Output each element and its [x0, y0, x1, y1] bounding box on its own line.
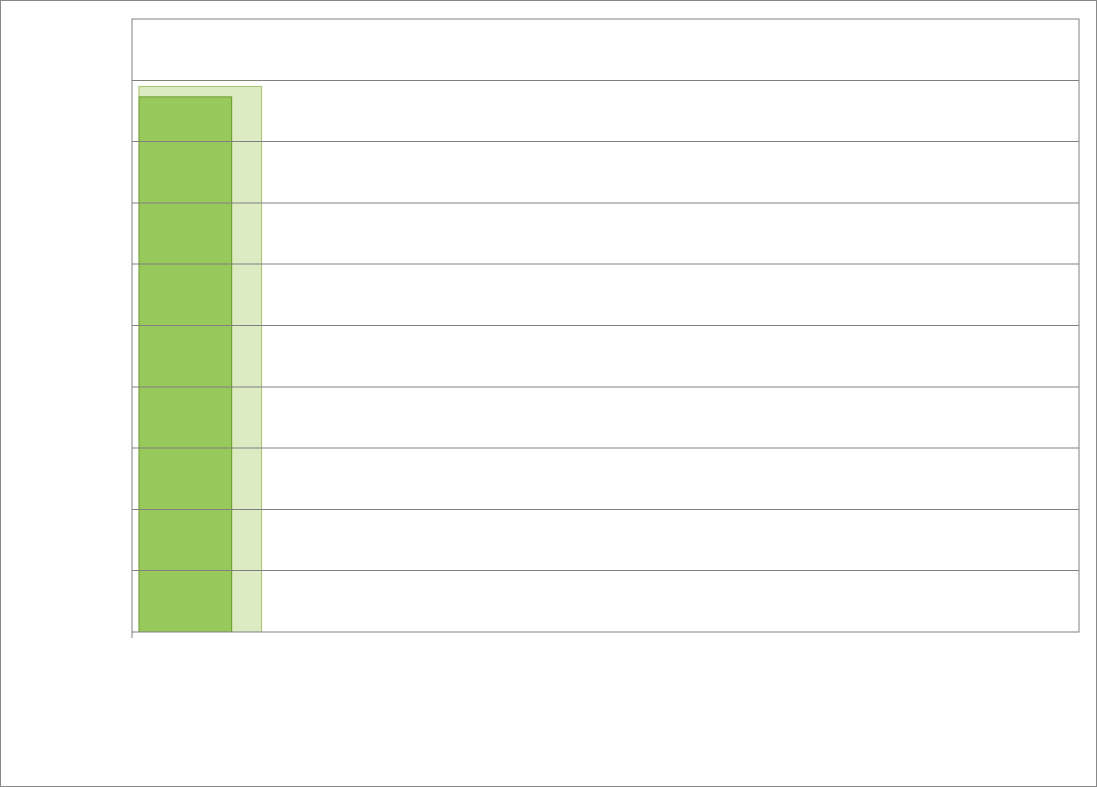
chart-svg [7, 7, 1092, 782]
chart-container [7, 7, 1090, 780]
chart-frame [0, 0, 1097, 787]
